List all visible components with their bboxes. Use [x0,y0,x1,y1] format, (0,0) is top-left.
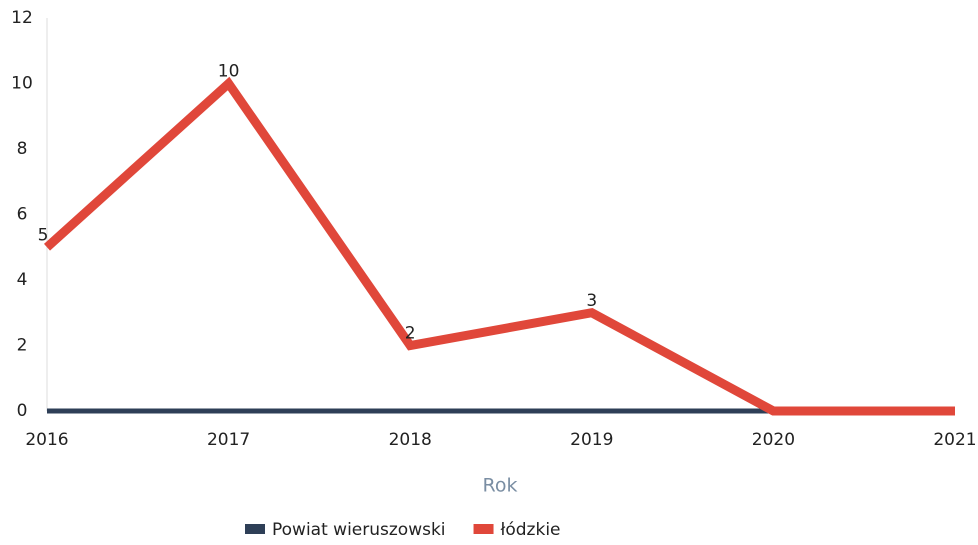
data-label: 3 [586,291,597,311]
data-label: 5 [38,225,49,245]
y-tick-label: 12 [11,8,33,28]
x-tick-label: 2016 [25,430,68,450]
legend-label: Powiat wieruszowski [272,520,446,540]
x-tick-label: 2019 [570,430,613,450]
x-tick-label: 2020 [752,430,795,450]
y-tick-label: 2 [17,336,28,356]
legend-label: łódzkie [501,520,561,540]
x-tick-label: 2021 [933,430,976,450]
x-tick-label: 2017 [207,430,250,450]
series-line [43,76,955,416]
y-tick-label: 0 [17,401,28,421]
data-label: 10 [218,62,240,82]
x-axis-title: Rok [483,475,518,497]
x-tick-label: 2018 [389,430,432,450]
y-tick-label: 6 [17,205,28,225]
legend: Powiat wieruszowski łódzkie [245,520,561,540]
legend-swatch [473,524,494,534]
y-tick-label: 8 [17,139,28,159]
data-label: 2 [405,324,416,344]
legend-swatch [245,524,265,534]
y-tick-label: 10 [11,74,33,94]
y-tick-label: 4 [17,270,28,290]
